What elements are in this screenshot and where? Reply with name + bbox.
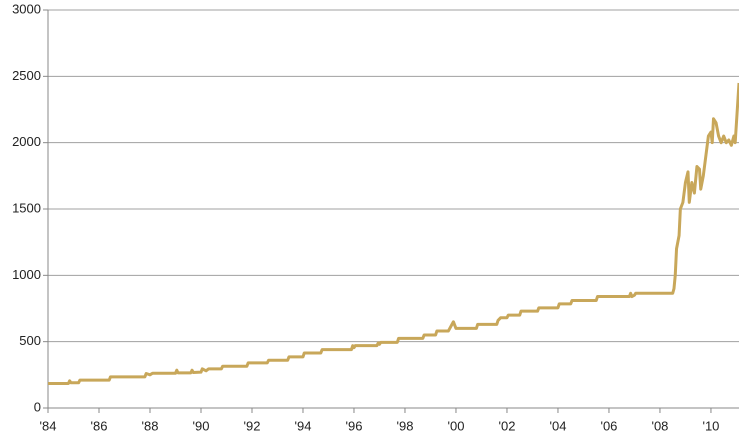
x-tick-label: '02 bbox=[498, 418, 515, 433]
y-tick-label: 1500 bbox=[12, 200, 41, 215]
y-tick-label: 1000 bbox=[12, 267, 41, 282]
y-tick-label: 2500 bbox=[12, 68, 41, 83]
x-tick-label: '98 bbox=[396, 418, 413, 433]
x-tick-label: '86 bbox=[91, 418, 108, 433]
y-tick-label: 3000 bbox=[12, 1, 41, 16]
x-tick-label: '88 bbox=[142, 418, 159, 433]
y-tick-label: 0 bbox=[34, 399, 41, 414]
x-tick-label: '96 bbox=[346, 418, 363, 433]
x-tick-label: '84 bbox=[40, 418, 57, 433]
x-tick-label: '10 bbox=[702, 418, 719, 433]
x-tick-label: '08 bbox=[651, 418, 668, 433]
x-tick-label: '94 bbox=[295, 418, 312, 433]
x-tick-label: '00 bbox=[447, 418, 464, 433]
y-tick-label: 2000 bbox=[12, 134, 41, 149]
x-tick-label: '04 bbox=[549, 418, 566, 433]
x-tick-label: '06 bbox=[600, 418, 617, 433]
x-tick-label: '90 bbox=[193, 418, 210, 433]
line bbox=[48, 82, 739, 385]
x-tick-label: '92 bbox=[244, 418, 261, 433]
y-tick-label: 500 bbox=[19, 333, 41, 348]
